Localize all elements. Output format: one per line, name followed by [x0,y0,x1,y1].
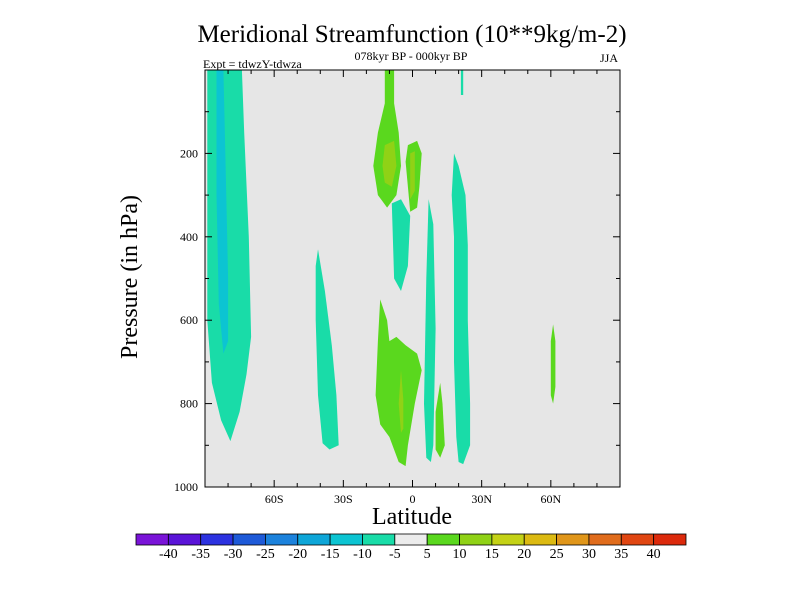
colorbar-swatch [620,533,655,546]
y-axis-label: Pressure (in hPa) [117,195,143,359]
colorbar-label: -25 [256,547,275,562]
contour-region-2 [315,249,339,450]
colorbar-swatch [232,533,266,546]
contour-region-14 [550,324,556,404]
colorbar-label: 20 [517,547,531,562]
y-tick-label: 1000 [174,480,198,494]
contour-region-8 [424,199,436,463]
y-tick-label: 600 [180,313,198,327]
colorbar-swatch [200,533,234,546]
colorbar-swatch [167,533,202,546]
contour-region-12 [451,153,471,465]
colorbar-label: -20 [288,547,307,562]
contour-region-9 [375,299,422,467]
colorbar-swatch [556,533,590,546]
colorbar-label: -35 [191,547,210,562]
colorbar-swatch [426,533,460,546]
contour-region-4 [382,140,397,187]
contour-region-11 [435,382,445,458]
contour-region-1 [216,70,229,354]
colorbar-swatch [394,533,428,546]
contour-region-10 [398,370,404,433]
x-tick-label: 60S [265,492,284,506]
colorbar-swatch [653,533,687,546]
y-tick-label: 200 [180,146,198,160]
colorbar-swatch [491,533,525,546]
chart-subtitle-left: Expt = tdwzY-tdwza [203,57,302,71]
colorbar-label: 15 [485,547,499,562]
colorbar-label: -15 [321,547,340,562]
contour-region-7 [391,199,411,291]
colorbar-label: -10 [353,547,372,562]
y-axis: 200 400 600 800 1000 [174,111,620,494]
y-tick-label: 800 [180,397,198,411]
colorbar-swatch [362,533,396,546]
y-tick-label: 400 [180,230,198,244]
x-tick-label: 30N [471,492,492,506]
colorbar-label: 40 [647,547,661,562]
colorbar-label: 35 [614,547,628,562]
colorbar-label: 10 [453,547,467,562]
contour-region-6 [410,151,415,200]
colorbar-swatch [265,533,299,546]
x-axis: 60S 30S 0 30N 60N [227,70,598,506]
colorbar-label: 5 [424,547,431,562]
chart-subtitle-center: 078kyr BP - 000kyr BP [355,49,468,63]
colorbar-label: -5 [389,547,401,562]
colorbar-swatch [523,533,557,546]
x-tick-label: 30S [334,492,353,506]
colorbar-label: 25 [550,547,564,562]
colorbar-swatch [135,533,169,546]
x-axis-label: Latitude [372,504,452,530]
colorbar: -40 -35 -30 -25 -20 -15 -10 -5 5 10 15 20 25 30 35 40 [135,533,687,562]
colorbar-swatch [588,533,622,546]
x-tick-label: 60N [540,492,561,506]
colorbar-label: -40 [159,547,178,562]
colorbar-swatch [459,533,493,546]
colorbar-label: 30 [582,547,596,562]
x-tick-label: 0 [410,492,416,506]
plot-area [204,69,621,488]
plot-background [205,70,620,487]
chart-subtitle-right: JJA [600,51,618,65]
colorbar-swatch [297,533,331,546]
chart-title: Meridional Streamfunction (10**9kg/m-2) [197,21,626,48]
contour-region-13 [460,70,464,95]
colorbar-label: -30 [224,547,243,562]
colorbar-swatch [329,533,363,546]
